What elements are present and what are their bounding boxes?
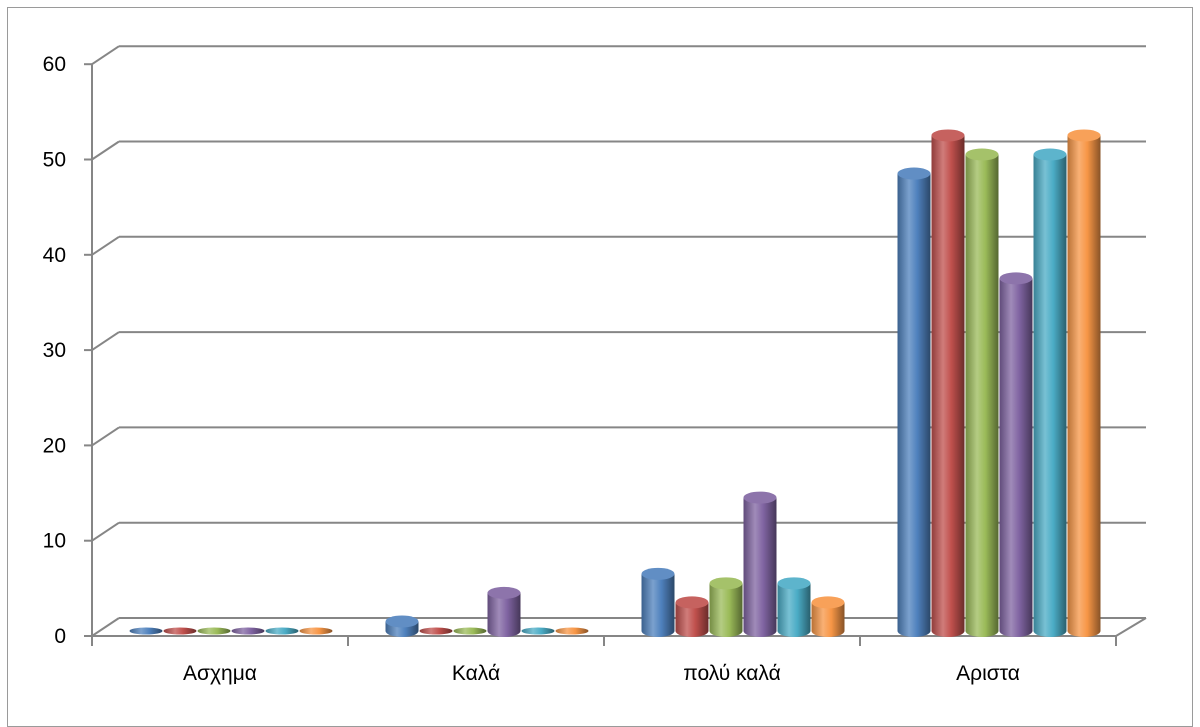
bar-body bbox=[641, 573, 675, 637]
bar-zero-disc bbox=[521, 627, 555, 635]
y-tick-label: 40 bbox=[43, 244, 66, 267]
bar-body bbox=[487, 592, 521, 637]
bar-body bbox=[743, 497, 777, 637]
x-category-label: πολύ καλά bbox=[683, 662, 781, 685]
bar bbox=[299, 627, 333, 635]
floor-right-edge bbox=[1115, 617, 1147, 637]
bar-top bbox=[811, 596, 845, 609]
bar-body bbox=[709, 583, 743, 637]
bar-body bbox=[1067, 135, 1101, 637]
bar-body bbox=[931, 135, 965, 637]
x-category-label: Καλά bbox=[452, 662, 500, 685]
bar bbox=[453, 627, 487, 635]
bar-top bbox=[487, 586, 521, 599]
gridline-side bbox=[91, 617, 120, 637]
bar-zero-disc bbox=[299, 627, 333, 635]
bar bbox=[1033, 148, 1067, 637]
bar bbox=[419, 627, 453, 635]
y-tick-label: 30 bbox=[43, 339, 66, 362]
bar-zero-disc bbox=[555, 627, 589, 635]
bar-zero-disc bbox=[231, 627, 265, 635]
bar-top bbox=[999, 272, 1033, 285]
bar-body bbox=[1033, 154, 1067, 637]
bar bbox=[231, 627, 265, 635]
bar bbox=[487, 586, 521, 637]
y-tick-label: 20 bbox=[43, 434, 66, 457]
bar bbox=[675, 596, 709, 637]
bar-top bbox=[1033, 148, 1067, 161]
y-tick-label: 50 bbox=[43, 149, 66, 172]
bar-top bbox=[709, 577, 743, 590]
bar-body bbox=[999, 278, 1033, 637]
bar-top bbox=[675, 596, 709, 609]
bar-top bbox=[897, 167, 931, 180]
bar bbox=[385, 615, 419, 637]
bar bbox=[1067, 129, 1101, 637]
bar-body bbox=[811, 602, 845, 637]
bar-chart: 0 10 20 30 40 50 60 Ασχημα Καλά πολύ καλά Αριστα bbox=[43, 45, 1147, 685]
y-tick-label: 60 bbox=[43, 53, 66, 76]
bar-zero-disc bbox=[419, 627, 453, 635]
bar bbox=[965, 148, 999, 637]
bar-zero-disc bbox=[163, 627, 197, 635]
bar-zero-disc bbox=[265, 627, 299, 635]
bar-body bbox=[675, 602, 709, 637]
bar bbox=[265, 627, 299, 635]
bar-top bbox=[1067, 129, 1101, 142]
bar-zero-disc bbox=[453, 627, 487, 635]
bar bbox=[897, 167, 931, 637]
x-category-label: Ασχημα bbox=[183, 662, 257, 685]
x-category-label: Αριστα bbox=[956, 662, 1020, 685]
bar-body bbox=[777, 583, 811, 637]
bar bbox=[777, 577, 811, 637]
bar-zero-disc bbox=[129, 627, 163, 635]
bar-top bbox=[777, 577, 811, 590]
bar bbox=[931, 129, 965, 637]
gridline-side bbox=[91, 235, 120, 256]
bar-top bbox=[931, 129, 965, 142]
bar bbox=[811, 596, 845, 637]
bar bbox=[743, 491, 777, 637]
x-category-labels: Ασχημα Καλά πολύ καλά Αριστα bbox=[183, 662, 1020, 685]
y-tick-label: 10 bbox=[43, 530, 66, 553]
gridline-side bbox=[91, 331, 120, 351]
gridline-side bbox=[91, 45, 120, 66]
bars bbox=[129, 129, 1101, 637]
bar bbox=[709, 577, 743, 637]
bar-top bbox=[743, 491, 777, 504]
bar-top bbox=[385, 615, 419, 628]
bar-body bbox=[897, 173, 931, 637]
y-tick-labels: 0 10 20 30 40 50 60 bbox=[43, 53, 66, 648]
y-tick-label: 0 bbox=[54, 625, 66, 648]
bar bbox=[641, 567, 675, 637]
bar-zero-disc bbox=[197, 627, 231, 635]
bar-top bbox=[641, 567, 675, 580]
bar-body bbox=[965, 154, 999, 637]
gridline-side bbox=[91, 426, 120, 447]
gridline-side bbox=[91, 521, 120, 542]
bar bbox=[129, 627, 163, 635]
bar bbox=[999, 272, 1033, 637]
bar-top bbox=[965, 148, 999, 161]
bar bbox=[555, 627, 589, 635]
bar bbox=[197, 627, 231, 635]
bar bbox=[521, 627, 555, 635]
bar bbox=[163, 627, 197, 635]
gridline-side bbox=[91, 140, 120, 161]
